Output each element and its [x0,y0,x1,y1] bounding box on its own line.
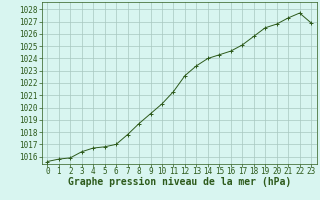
X-axis label: Graphe pression niveau de la mer (hPa): Graphe pression niveau de la mer (hPa) [68,177,291,187]
